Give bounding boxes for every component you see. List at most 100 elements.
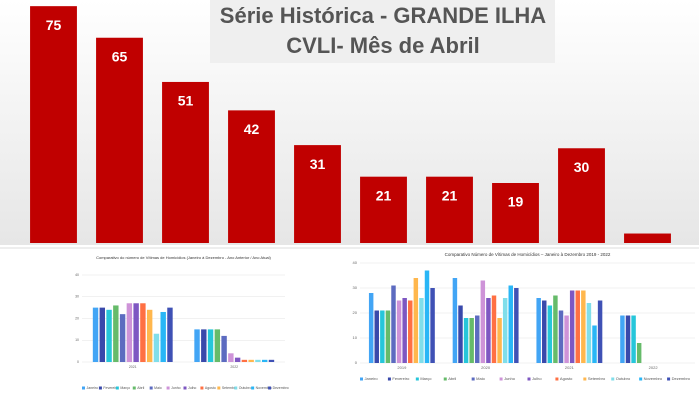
bar (408, 300, 413, 363)
bar (620, 315, 625, 363)
bar (368, 293, 374, 363)
data-label: 75 (46, 17, 62, 33)
bar (234, 357, 241, 362)
chart-title: Comparativo Número de Vítimas de Homicíd… (445, 252, 611, 257)
legend-swatch (387, 377, 391, 381)
bar (221, 335, 227, 362)
legend-label: Fevereiro (103, 386, 118, 390)
legend-label: Maio (154, 386, 162, 390)
legend-swatch (415, 377, 419, 381)
legend-swatch (183, 386, 187, 390)
legend-label: Julho (532, 376, 542, 381)
bar (592, 325, 597, 363)
bar (597, 300, 603, 363)
legend-swatch (611, 377, 615, 381)
y-tick-label: 40 (353, 260, 358, 265)
data-label: 51 (178, 93, 194, 109)
bar (126, 303, 133, 362)
chart-subtitle: CVLI- Mês de Abril (286, 33, 480, 58)
data-label: 19 (508, 194, 524, 210)
x-tick-label: 2019 (397, 365, 407, 370)
legend-label: Fevereiro (392, 376, 410, 381)
bar (391, 285, 396, 363)
bar (419, 298, 424, 363)
legend-label: Junho (171, 386, 181, 390)
bar (631, 315, 636, 363)
legend-swatch (234, 386, 238, 390)
legend-label: Março (120, 386, 130, 390)
legend-label: Dezembro (672, 376, 691, 381)
legend-swatch (527, 377, 531, 381)
bar (92, 307, 99, 362)
legend-label: Maio (476, 376, 485, 381)
bar (207, 329, 214, 362)
bar (514, 288, 519, 363)
bar (167, 307, 173, 362)
x-tick-label: 2021 (565, 365, 575, 370)
chart-title: Comparativo do número de Vítimas de Homi… (96, 255, 271, 260)
y-tick-label: 0 (77, 360, 79, 364)
legend-label: Abril (137, 386, 144, 390)
bar (426, 176, 473, 243)
bar (502, 298, 508, 363)
bar (228, 110, 275, 243)
legend-swatch (555, 377, 559, 381)
legend-label: Julho (188, 386, 196, 390)
x-tick-label: 2022 (230, 365, 238, 369)
legend-label: Agosto (560, 376, 573, 381)
bar (133, 303, 139, 362)
legend-label: Março (420, 376, 432, 381)
legend-swatch (200, 386, 204, 390)
bar (214, 329, 221, 362)
legend-swatch (471, 377, 475, 381)
legend-swatch (360, 377, 363, 381)
bar (581, 290, 586, 363)
legend-swatch (217, 386, 221, 390)
bar (492, 183, 539, 243)
legend-label: Setembro (588, 376, 606, 381)
bar (491, 295, 497, 363)
legend-swatch (149, 386, 153, 390)
data-label: 65 (112, 48, 128, 64)
bar (586, 303, 592, 363)
bar (413, 278, 419, 363)
bar (96, 37, 143, 243)
legend-swatch (115, 386, 119, 390)
y-tick-label: 10 (75, 338, 79, 342)
legend-swatch (667, 377, 671, 381)
bar (241, 359, 248, 362)
y-tick-label: 10 (353, 335, 358, 340)
legend-swatch (499, 377, 503, 381)
bar (475, 315, 480, 363)
bar (575, 290, 580, 363)
legend-label: Abril (448, 376, 456, 381)
bar (248, 359, 254, 362)
legend-label: Dezembro (273, 386, 289, 390)
bar (402, 298, 407, 363)
data-label: 31 (310, 156, 326, 172)
bar (113, 305, 119, 362)
bar (536, 298, 541, 363)
bar (480, 280, 486, 363)
bar (508, 285, 513, 363)
bar (636, 343, 642, 363)
bar (564, 315, 569, 363)
data-label: 21 (442, 187, 458, 203)
bar (374, 310, 379, 363)
legend-swatch (166, 386, 170, 390)
bar (201, 329, 207, 362)
legend-label: Setembro (222, 386, 237, 390)
x-tick-label: 2020 (481, 365, 491, 370)
bar (194, 329, 200, 362)
bar (228, 353, 234, 362)
legend-swatch (98, 386, 102, 390)
bar (558, 148, 605, 243)
bar (497, 318, 502, 363)
bar (624, 233, 671, 243)
data-label: 30 (574, 159, 590, 175)
bar (625, 315, 631, 363)
bar (396, 300, 402, 363)
legend-swatch (82, 386, 85, 390)
legend-swatch (443, 377, 447, 381)
